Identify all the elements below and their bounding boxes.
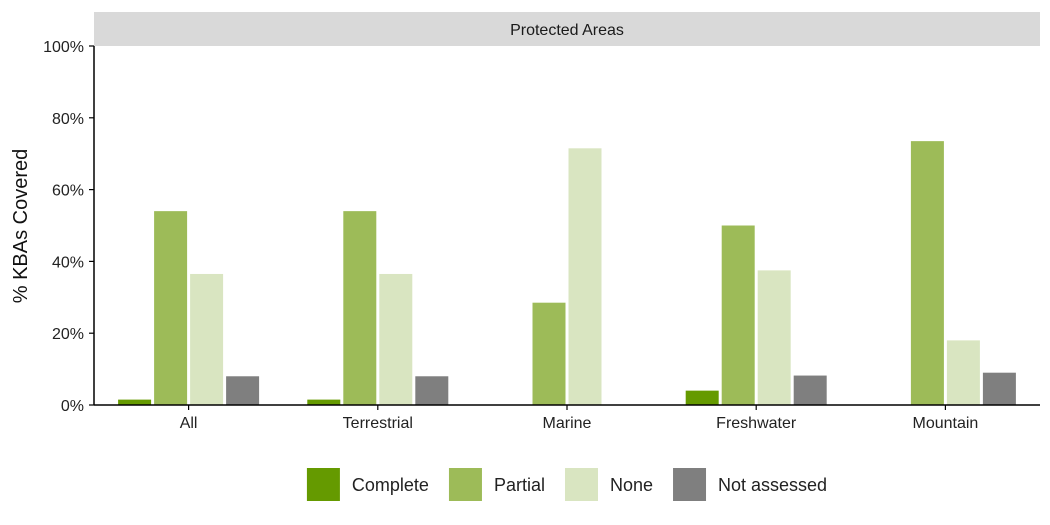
y-axis-title: % KBAs Covered bbox=[10, 149, 32, 304]
bar-not-assessed-all bbox=[226, 376, 260, 405]
bar-not-assessed-freshwater bbox=[793, 375, 827, 405]
bar-partial-mountain bbox=[910, 141, 944, 405]
bar-not-assessed-mountain bbox=[982, 372, 1016, 405]
legend-label: Partial bbox=[494, 475, 545, 495]
legend: Complete Partial None Not assessed bbox=[306, 468, 827, 501]
bar-complete-terrestrial bbox=[307, 399, 341, 405]
legend-label: None bbox=[610, 475, 653, 495]
x-tick-label: Mountain bbox=[912, 415, 978, 432]
bar-complete-all bbox=[118, 399, 152, 405]
legend-swatch-not-assessed bbox=[673, 468, 707, 501]
x-tick-label: Marine bbox=[543, 415, 592, 432]
legend-label: Complete bbox=[352, 475, 429, 495]
y-axis-ticks: 0% 20% 40% 60% 80% 100% bbox=[43, 39, 94, 415]
bar-partial-terrestrial bbox=[343, 211, 377, 405]
legend-swatch-partial bbox=[448, 468, 482, 501]
bar-none-mountain bbox=[946, 340, 980, 405]
bar-partial-all bbox=[154, 211, 188, 405]
y-tick-label: 80% bbox=[52, 111, 84, 128]
bar-none-terrestrial bbox=[379, 273, 413, 405]
facet-title: Protected Areas bbox=[510, 22, 624, 39]
bar-not-assessed-terrestrial bbox=[415, 376, 449, 405]
legend-label: Not assessed bbox=[718, 475, 827, 495]
x-axis-ticks: All Terrestrial Marine Freshwater Mountain bbox=[180, 405, 978, 432]
y-tick-label: 60% bbox=[52, 183, 84, 200]
bar-partial-marine bbox=[532, 302, 566, 405]
bar-none-freshwater bbox=[757, 270, 791, 405]
x-tick-label: Terrestrial bbox=[343, 415, 413, 432]
bar-none-all bbox=[190, 273, 224, 405]
legend-swatch-complete bbox=[306, 468, 340, 501]
bars bbox=[118, 141, 1016, 405]
bar-partial-freshwater bbox=[721, 225, 755, 405]
bar-complete-freshwater bbox=[685, 390, 719, 405]
y-tick-label: 20% bbox=[52, 326, 84, 343]
y-tick-label: 100% bbox=[43, 39, 84, 56]
bar-none-marine bbox=[568, 148, 602, 405]
y-tick-label: 40% bbox=[52, 254, 84, 271]
x-tick-label: Freshwater bbox=[716, 415, 797, 432]
y-tick-label: 0% bbox=[61, 398, 84, 415]
facet-strip bbox=[94, 12, 1040, 46]
x-tick-label: All bbox=[180, 415, 198, 432]
legend-swatch-none bbox=[564, 468, 598, 501]
